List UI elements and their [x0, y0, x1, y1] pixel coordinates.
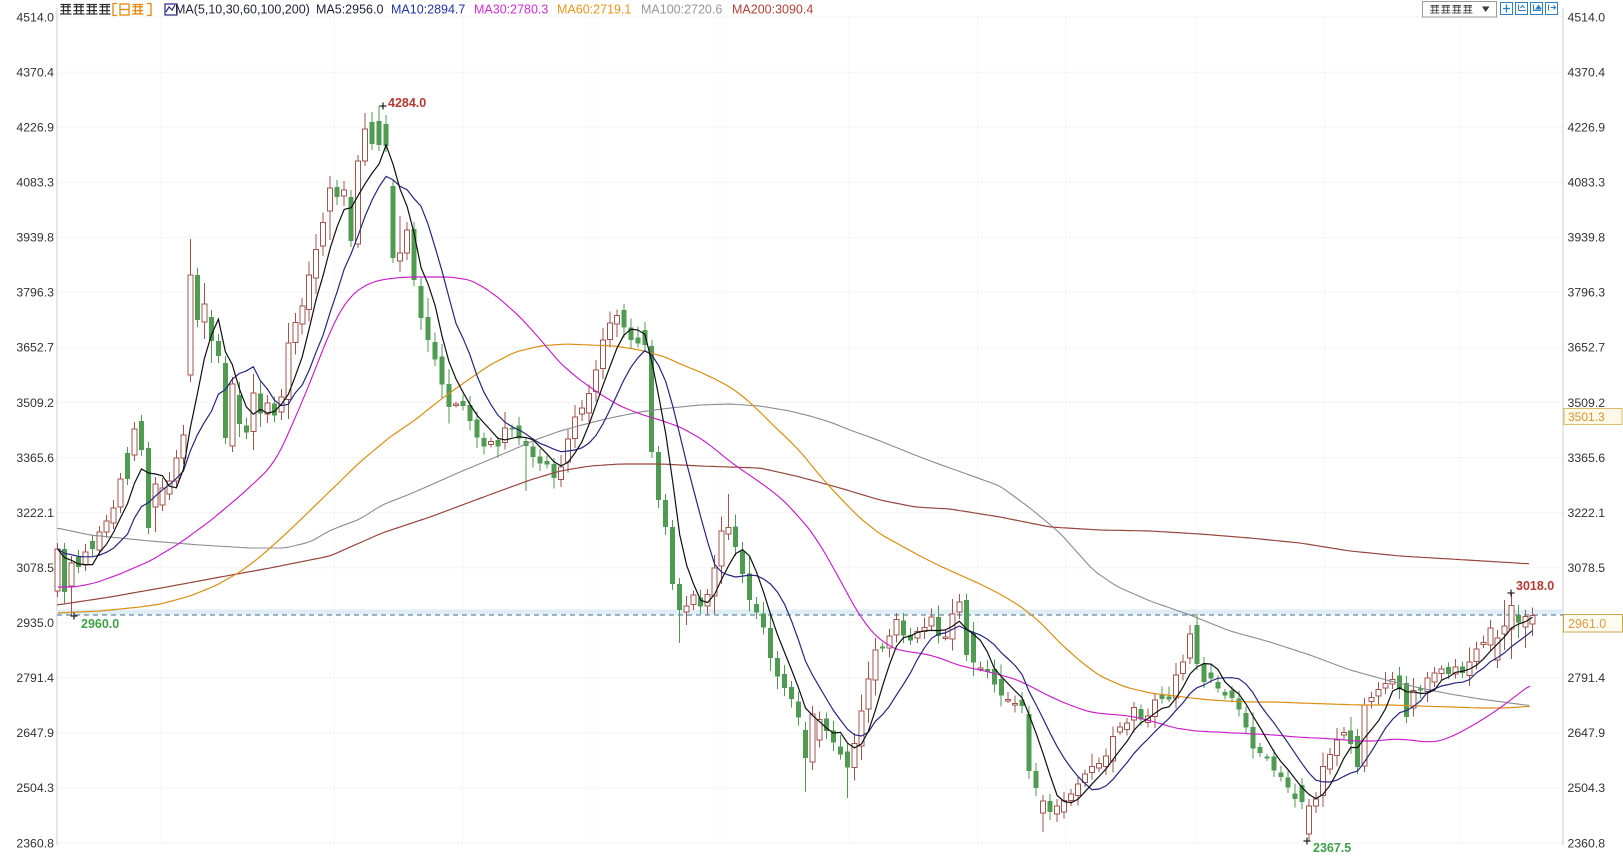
- svg-text:MA30:2780.3: MA30:2780.3: [474, 3, 548, 17]
- svg-text:3222.1: 3222.1: [16, 506, 54, 520]
- svg-text:2961.0: 2961.0: [1568, 617, 1606, 631]
- svg-text:2791.4: 2791.4: [1568, 671, 1606, 685]
- svg-text:4284.0: 4284.0: [388, 96, 426, 110]
- svg-text:2960.0: 2960.0: [81, 617, 119, 631]
- svg-text:3796.3: 3796.3: [16, 286, 54, 300]
- svg-text:4083.3: 4083.3: [1568, 176, 1606, 190]
- svg-text:2367.5: 2367.5: [1313, 841, 1351, 855]
- svg-text:3222.1: 3222.1: [1568, 506, 1606, 520]
- svg-text:3652.7: 3652.7: [1568, 341, 1606, 355]
- svg-text:3365.6: 3365.6: [16, 451, 54, 465]
- svg-text:MA5:2956.0: MA5:2956.0: [316, 3, 383, 17]
- svg-text:2935.0: 2935.0: [16, 616, 54, 630]
- svg-text:MA(5,10,30,60,100,200): MA(5,10,30,60,100,200): [175, 3, 310, 17]
- svg-text:2504.3: 2504.3: [16, 781, 54, 795]
- svg-text:4514.0: 4514.0: [1568, 10, 1606, 24]
- svg-text:2647.9: 2647.9: [16, 726, 54, 740]
- svg-text:3939.8: 3939.8: [16, 231, 54, 245]
- svg-text:3939.8: 3939.8: [1568, 231, 1606, 245]
- svg-text:2360.8: 2360.8: [1568, 836, 1606, 850]
- svg-text:4370.4: 4370.4: [16, 65, 54, 79]
- svg-text:MA60:2719.1: MA60:2719.1: [557, 3, 631, 17]
- svg-text:4370.4: 4370.4: [1568, 65, 1606, 79]
- svg-text:3509.2: 3509.2: [1568, 396, 1606, 410]
- svg-text:4514.0: 4514.0: [16, 10, 54, 24]
- svg-text:3652.7: 3652.7: [16, 341, 54, 355]
- svg-text:MA10:2894.7: MA10:2894.7: [391, 3, 465, 17]
- svg-text:2791.4: 2791.4: [16, 671, 54, 685]
- svg-text:3509.2: 3509.2: [16, 396, 54, 410]
- svg-text:3018.0: 3018.0: [1516, 579, 1554, 593]
- svg-text:3796.3: 3796.3: [1568, 286, 1606, 300]
- svg-text:4083.3: 4083.3: [16, 176, 54, 190]
- svg-text:2504.3: 2504.3: [1568, 781, 1606, 795]
- svg-text:3078.5: 3078.5: [16, 561, 54, 575]
- svg-text:3501.3: 3501.3: [1568, 410, 1605, 424]
- svg-text:4226.9: 4226.9: [1568, 120, 1606, 134]
- svg-text:2360.8: 2360.8: [16, 836, 54, 850]
- svg-text:MA200:3090.4: MA200:3090.4: [732, 3, 813, 17]
- svg-text:MA100:2720.6: MA100:2720.6: [641, 3, 722, 17]
- svg-text:3365.6: 3365.6: [1568, 451, 1606, 465]
- svg-text:3078.5: 3078.5: [1568, 561, 1606, 575]
- svg-text:4226.9: 4226.9: [16, 120, 54, 134]
- svg-text:2647.9: 2647.9: [1568, 726, 1606, 740]
